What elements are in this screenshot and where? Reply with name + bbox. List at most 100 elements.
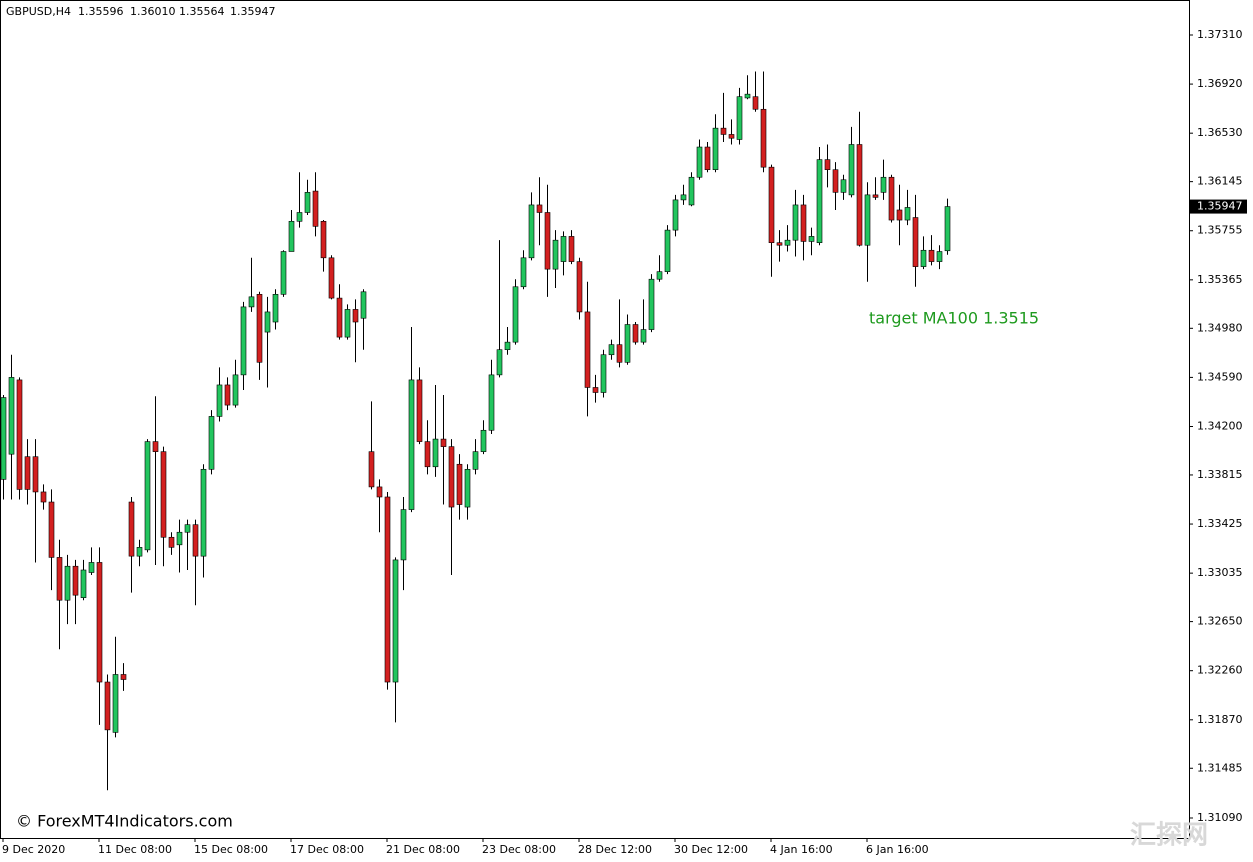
candle-body	[184, 524, 191, 533]
candle-body	[808, 236, 815, 242]
candle-body	[88, 562, 95, 573]
candle-body	[600, 354, 607, 393]
candle-body	[688, 176, 695, 206]
candle-body	[616, 344, 623, 363]
candle-body	[504, 341, 511, 351]
candle-body	[768, 166, 775, 244]
candle-body	[312, 190, 319, 227]
y-tick-label: 1.37310	[1197, 28, 1243, 41]
candle-body	[632, 324, 639, 343]
candle-body	[40, 491, 47, 503]
candle-body	[440, 438, 447, 447]
candle-body	[512, 286, 519, 343]
candle-body	[912, 217, 919, 267]
candle-body	[488, 374, 495, 431]
x-tick-label: 15 Dec 08:00	[194, 843, 268, 856]
candle-body	[536, 204, 543, 213]
candle-body	[528, 204, 535, 259]
candle-body	[520, 257, 527, 288]
candle-body	[208, 416, 215, 470]
x-tick-label: 6 Jan 16:00	[866, 843, 929, 856]
candle-body	[56, 557, 63, 601]
y-tick-label: 1.35755	[1197, 224, 1243, 237]
candle-body	[896, 209, 903, 221]
candle-body	[80, 569, 87, 598]
candle-body	[288, 221, 295, 252]
x-tick-label: 9 Dec 2020	[2, 843, 65, 856]
corner-watermark: 汇探网	[1130, 821, 1208, 851]
candle-body	[640, 329, 647, 343]
plot-frame	[0, 0, 1190, 839]
y-tick-label: 1.34200	[1197, 419, 1243, 432]
candle-body	[176, 531, 183, 546]
candle-body	[192, 524, 199, 557]
candle-body	[72, 565, 79, 596]
x-tick-label: 30 Dec 12:00	[674, 843, 748, 856]
candle-body	[552, 239, 559, 270]
candle-body	[544, 212, 551, 270]
candle-body	[472, 451, 479, 470]
candle-body	[800, 204, 807, 242]
candle-body	[584, 311, 591, 388]
candle-body	[496, 349, 503, 376]
candle-body	[328, 257, 335, 299]
candle-body	[760, 108, 767, 168]
candle-body	[904, 207, 911, 221]
symbol-label: GBPUSD,H4	[6, 5, 71, 18]
candle-body	[384, 496, 391, 683]
y-tick-label: 1.35365	[1197, 273, 1243, 286]
candle-body	[368, 451, 375, 488]
candle-body	[560, 236, 567, 262]
candle-body	[744, 93, 751, 99]
candle-body	[304, 192, 311, 213]
candle-body	[256, 294, 263, 363]
candle-body	[816, 159, 823, 244]
x-tick-label: 28 Dec 12:00	[578, 843, 652, 856]
candle-body	[280, 251, 287, 295]
last-price-box	[1190, 199, 1247, 214]
y-tick-label: 1.31870	[1197, 713, 1243, 726]
ohlc-low: 1.35564	[179, 5, 225, 18]
candle-body	[16, 379, 23, 490]
candle-body	[232, 374, 239, 406]
candle-body	[792, 204, 799, 241]
candle-body	[96, 562, 103, 683]
candle-body	[624, 324, 631, 363]
candle-body	[24, 456, 31, 490]
x-tick-label: 23 Dec 08:00	[482, 843, 556, 856]
candle-body	[864, 194, 871, 246]
y-tick-label: 1.33815	[1197, 468, 1243, 481]
candle-body	[736, 96, 743, 140]
annotation: target MA100 1.3515	[869, 309, 1039, 328]
y-tick-label: 1.36530	[1197, 126, 1243, 139]
y-tick-label: 1.31090	[1197, 811, 1243, 824]
candle-body	[200, 468, 207, 557]
candle-body	[240, 306, 247, 376]
candle-body	[576, 261, 583, 313]
candle-body	[160, 451, 167, 538]
candle-body	[8, 377, 15, 455]
candle-body	[0, 397, 7, 480]
candle-body	[824, 159, 831, 170]
candle-body	[856, 144, 863, 246]
x-tick-label: 21 Dec 08:00	[386, 843, 460, 856]
y-tick-label: 1.34590	[1197, 370, 1243, 383]
candle-body	[840, 179, 847, 193]
candle-body	[664, 229, 671, 272]
candle-body	[344, 309, 351, 338]
candle-body	[336, 297, 343, 338]
candle-body	[320, 221, 327, 259]
candle-body	[32, 456, 39, 493]
candle-body	[416, 379, 423, 442]
y-tick-label: 1.32650	[1197, 615, 1243, 628]
candle-body	[592, 387, 599, 393]
candle-body	[920, 249, 927, 267]
candle-body	[752, 96, 759, 110]
candle-body	[296, 212, 303, 222]
candle-body	[776, 242, 783, 246]
candle-body	[248, 296, 255, 308]
candle-body	[64, 565, 71, 601]
candle-body	[720, 127, 727, 135]
candle-body	[648, 278, 655, 330]
